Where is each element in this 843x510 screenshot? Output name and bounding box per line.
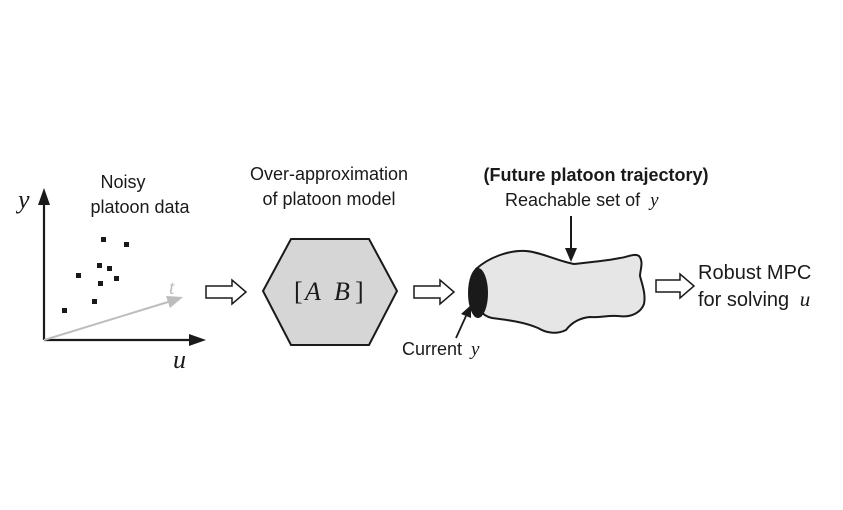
data-points (62, 237, 129, 313)
current-pointer-line (455, 315, 467, 339)
current-y-prefix: Current (402, 339, 462, 359)
overapprox-label-line1: Over-approximation (250, 164, 408, 184)
axis-label-y: y (15, 185, 30, 214)
matrix-a: A (303, 277, 321, 306)
stage-robust-mpc: Robust MPC for solving u (698, 262, 811, 311)
overapprox-label-line2: of platoon model (262, 189, 395, 209)
future-trajectory-title: (Future platoon trajectory) (483, 165, 708, 185)
reachable-tube (470, 249, 646, 334)
matrix-bracket-open: [ (294, 277, 303, 306)
reachable-set-label: Reachable set of y (505, 190, 659, 211)
current-pointer-head (461, 305, 471, 318)
u-axis-arrowhead (189, 334, 206, 346)
noisy-label-line2: platoon data (90, 197, 190, 217)
data-point (101, 237, 106, 242)
model-hexagon (261, 238, 399, 346)
current-y-label: Current y (402, 339, 480, 360)
data-point (62, 308, 67, 313)
matrix-b: B (334, 277, 350, 306)
data-point (97, 263, 102, 268)
t-axis-arrowhead (166, 296, 183, 308)
data-point (76, 273, 81, 278)
data-point (107, 266, 112, 271)
data-point (114, 276, 119, 281)
current-y-var: y (469, 339, 480, 360)
robust-mpc-line1: Robust MPC (698, 262, 811, 284)
stage-over-approximation: Over-approximation of platoon model [ A … (250, 164, 408, 346)
axis-label-u: u (173, 345, 186, 374)
robust-mpc-line2-prefix: for solving (698, 289, 789, 311)
axis-label-t: t (169, 277, 175, 299)
noisy-label-line1: Noisy (100, 172, 145, 192)
data-point (124, 242, 129, 247)
robust-mpc-line2-var: u (800, 287, 811, 311)
stage-reachable-set: (Future platoon trajectory) Reachable se… (402, 165, 709, 360)
data-point (98, 281, 103, 286)
robust-mpc-line2: for solving u (698, 287, 810, 311)
flow-arrow-1 (205, 278, 248, 306)
reachable-set-var: y (648, 190, 659, 211)
data-point (92, 299, 97, 304)
reachable-pointer-head (565, 248, 577, 262)
flow-arrow-2 (413, 278, 456, 306)
reachable-set-prefix: Reachable set of (505, 190, 641, 210)
stage-noisy-data: Noisy platoon data y u t (15, 172, 206, 374)
matrix-bracket-close: ] (355, 277, 364, 306)
t-axis (43, 301, 169, 341)
flow-arrow-3 (655, 272, 696, 300)
y-axis-arrowhead (38, 188, 50, 205)
current-state-ellipse (468, 268, 488, 318)
